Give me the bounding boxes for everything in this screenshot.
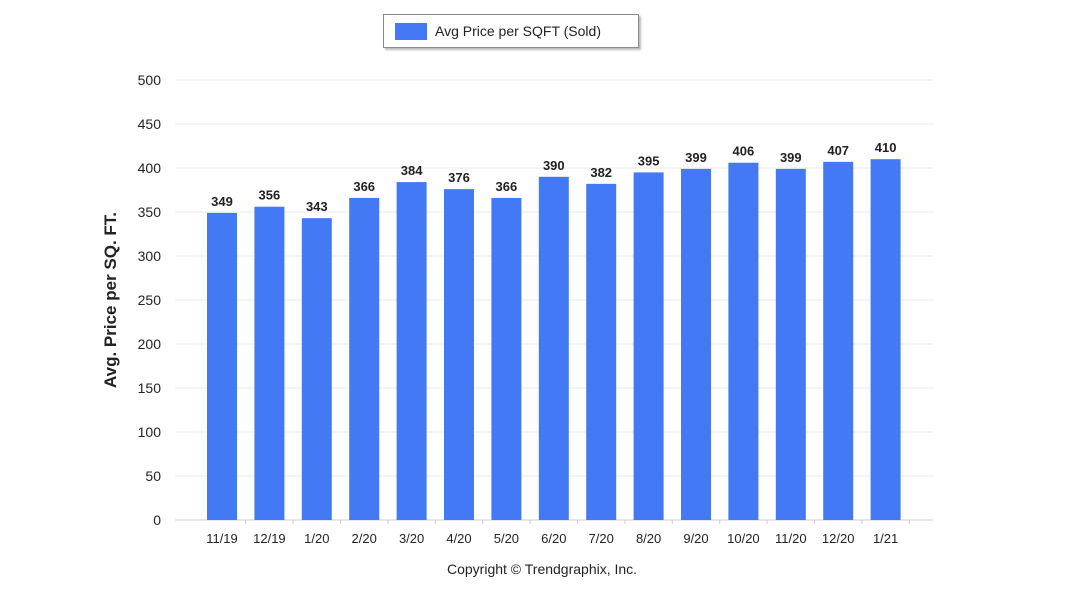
x-tick-label: 5/20 (494, 531, 519, 546)
y-tick-label: 50 (145, 468, 161, 484)
data-label: 376 (448, 170, 470, 185)
data-label: 366 (496, 179, 518, 194)
y-axis-title: Avg. Price per SQ. FT. (101, 212, 120, 388)
data-label: 395 (638, 153, 660, 168)
x-tick-label: 9/20 (683, 531, 708, 546)
bar (396, 182, 427, 520)
x-tick-label: 4/20 (446, 531, 471, 546)
x-tick-label: 1/21 (873, 531, 898, 546)
x-tick-label: 6/20 (541, 531, 566, 546)
data-label: 349 (211, 194, 233, 209)
data-label: 343 (306, 199, 328, 214)
copyright-text: Copyright © Trendgraphix, Inc. (447, 561, 638, 577)
data-label: 410 (875, 140, 897, 155)
y-tick-label: 250 (138, 292, 162, 308)
legend-swatch (395, 22, 427, 40)
x-tick-label: 3/20 (399, 531, 424, 546)
bar (444, 189, 474, 520)
legend-label: Avg Price per SQFT (Sold) (435, 23, 601, 39)
x-tick-label: 10/20 (727, 531, 760, 546)
bar (538, 176, 569, 521)
x-tick-label: 2/20 (352, 531, 377, 546)
data-label: 407 (827, 143, 849, 158)
y-tick-label: 300 (138, 248, 162, 264)
data-label: 399 (685, 150, 707, 165)
y-tick-label: 150 (138, 380, 162, 396)
bar (207, 212, 237, 520)
bar (254, 206, 285, 520)
bar (349, 197, 380, 521)
x-tick-label: 11/20 (775, 531, 807, 546)
x-tick-label: 8/20 (636, 531, 661, 546)
data-label: 406 (733, 144, 755, 159)
data-label: 384 (401, 163, 423, 178)
bar (491, 197, 522, 521)
bar (681, 168, 711, 520)
x-tick-label: 12/20 (822, 531, 855, 546)
x-tick-label: 11/19 (206, 531, 238, 546)
bar (633, 172, 664, 520)
x-tick-label: 1/20 (304, 531, 329, 546)
y-tick-label: 500 (138, 72, 162, 88)
y-tick-label: 400 (138, 160, 162, 176)
data-label: 382 (590, 165, 612, 180)
y-tick-label: 100 (138, 424, 162, 440)
y-tick-label: 450 (138, 116, 162, 132)
data-label: 390 (543, 158, 565, 173)
data-label: 356 (259, 188, 281, 203)
x-tick-label: 7/20 (589, 531, 614, 546)
chart-legend: Avg Price per SQFT (Sold) (383, 14, 639, 48)
bar (728, 162, 759, 520)
data-label: 366 (353, 179, 375, 194)
bar (301, 218, 332, 520)
bar (775, 168, 806, 520)
data-label: 399 (780, 150, 802, 165)
x-tick-label: 12/19 (253, 531, 286, 546)
y-tick-label: 200 (138, 336, 162, 352)
bar (823, 161, 854, 520)
bar (870, 159, 901, 520)
y-tick-label: 350 (138, 204, 162, 220)
bar (586, 183, 617, 520)
y-tick-label: 0 (153, 512, 161, 528)
